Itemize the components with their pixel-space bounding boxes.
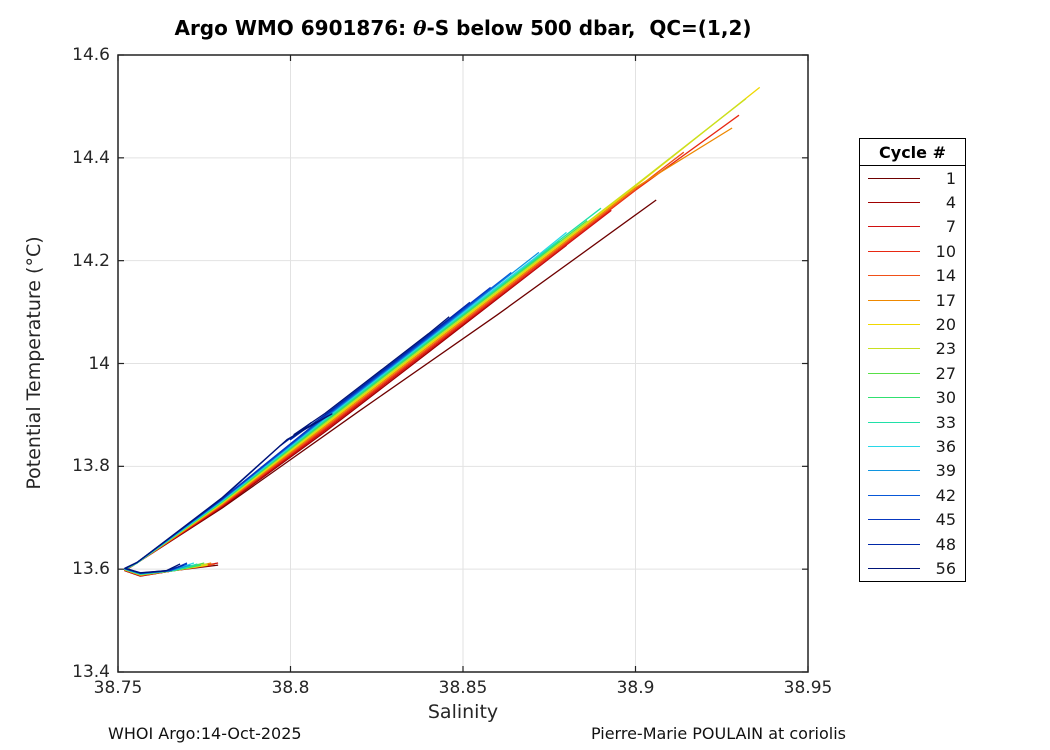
legend-cycle-label: 7 bbox=[945, 217, 956, 237]
legend-row: 42 bbox=[860, 483, 965, 507]
legend-row: 45 bbox=[860, 507, 965, 531]
legend-row: 14 bbox=[860, 264, 965, 288]
legend-row: 48 bbox=[860, 532, 965, 556]
y-tick-label: 14 bbox=[88, 353, 110, 374]
x-tick-label: 38.8 bbox=[271, 678, 310, 698]
legend-line-swatch bbox=[868, 445, 920, 447]
footer-source-text: WHOI Argo:14-Oct-2025 bbox=[108, 724, 302, 743]
series-cycle-56 bbox=[124, 316, 450, 574]
legend-line-swatch bbox=[868, 397, 920, 399]
legend-cycle-label: 14 bbox=[935, 266, 956, 286]
legend-rows: 1 4 7 10 14 17 20 23 27 30 33 36 39 42 45 48 56 bbox=[860, 166, 965, 581]
y-tick-label: 14.6 bbox=[72, 45, 110, 65]
legend-row: 39 bbox=[860, 459, 965, 483]
y-tick-label: 13.6 bbox=[72, 559, 110, 580]
legend-row: 4 bbox=[860, 190, 965, 214]
plot-title-suffix: -S below 500 dbar, QC=(1,2) bbox=[426, 16, 752, 40]
legend-title: Cycle # bbox=[860, 139, 965, 166]
legend-cycle-label: 10 bbox=[935, 241, 956, 261]
y-tick-label: 13.8 bbox=[72, 456, 110, 477]
y-tick-label: 13.4 bbox=[72, 662, 110, 682]
legend-row: 27 bbox=[860, 361, 965, 385]
legend-row: 36 bbox=[860, 434, 965, 458]
legend-line-swatch bbox=[868, 202, 920, 204]
legend-row: 23 bbox=[860, 337, 965, 361]
legend-row: 20 bbox=[860, 312, 965, 336]
y-tick-label: 14.4 bbox=[72, 147, 110, 168]
legend-cycle-label: 42 bbox=[935, 485, 956, 505]
y-tick-label: 14.2 bbox=[72, 250, 110, 271]
legend-line-swatch bbox=[868, 275, 920, 277]
legend-row: 7 bbox=[860, 215, 965, 239]
legend-line-swatch bbox=[868, 421, 920, 423]
legend-line-swatch bbox=[868, 567, 920, 569]
legend-line-swatch bbox=[868, 470, 920, 472]
legend-cycle-label: 27 bbox=[935, 363, 956, 383]
legend-cycle-label: 33 bbox=[935, 412, 956, 432]
footer-author-text: Pierre-Marie POULAIN at coriolis bbox=[590, 724, 846, 743]
legend-cycle-label: 30 bbox=[935, 388, 956, 408]
legend-cycle-label: 23 bbox=[935, 339, 956, 359]
legend-cycle-label: 39 bbox=[935, 461, 956, 481]
legend-row: 56 bbox=[860, 556, 965, 580]
legend-line-swatch bbox=[868, 494, 920, 496]
x-tick-label: 38.75 bbox=[93, 678, 143, 698]
x-axis-label: Salinity bbox=[427, 701, 499, 723]
legend-cycle-label: 48 bbox=[935, 534, 956, 554]
legend-line-swatch bbox=[868, 250, 920, 252]
y-axis-label: Potential Temperature (°C) bbox=[23, 236, 45, 490]
legend-line-swatch bbox=[868, 324, 920, 326]
legend-cycle-label: 1 bbox=[945, 168, 956, 188]
legend-cycle-label: 20 bbox=[935, 315, 956, 335]
x-tick-label: 38.9 bbox=[616, 678, 655, 698]
legend-row: 1 bbox=[860, 166, 965, 190]
legend-cycle-label: 36 bbox=[935, 436, 956, 456]
legend-line-swatch bbox=[868, 543, 920, 545]
legend-line-swatch bbox=[868, 348, 920, 350]
legend-row: 30 bbox=[860, 386, 965, 410]
legend: Cycle # 1 4 7 10 14 17 20 23 27 30 33 36 39 42 45 48 56 bbox=[859, 138, 966, 582]
legend-row: 17 bbox=[860, 288, 965, 312]
legend-line-swatch bbox=[868, 299, 920, 301]
x-tick-label: 38.95 bbox=[783, 678, 833, 698]
legend-row: 33 bbox=[860, 410, 965, 434]
plot-title: Argo WMO 6901876: θ-S below 500 dbar, QC… bbox=[118, 16, 808, 40]
x-tick-label: 38.85 bbox=[438, 678, 488, 698]
legend-row: 10 bbox=[860, 239, 965, 263]
legend-cycle-label: 17 bbox=[935, 290, 956, 310]
legend-cycle-label: 56 bbox=[935, 558, 956, 578]
theta-symbol: θ bbox=[413, 16, 427, 40]
legend-cycle-label: 45 bbox=[935, 510, 956, 530]
legend-line-swatch bbox=[868, 226, 920, 228]
series-cycle-1 bbox=[124, 199, 657, 577]
legend-cycle-label: 4 bbox=[945, 193, 956, 213]
legend-line-swatch bbox=[868, 372, 920, 374]
legend-line-swatch bbox=[868, 177, 920, 179]
plot-title-prefix: Argo WMO 6901876: bbox=[174, 16, 414, 40]
legend-line-swatch bbox=[868, 519, 920, 521]
